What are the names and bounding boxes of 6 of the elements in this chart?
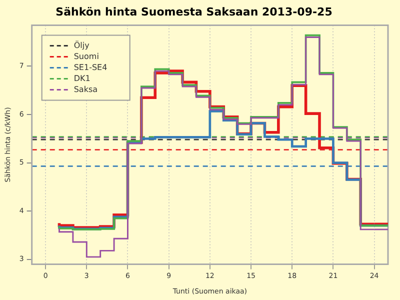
legend-label: SE1-SE4 [74,62,108,72]
legend-label: Suomi [74,52,99,61]
legend-label: DK1 [74,74,90,83]
legend-label: Öljy [74,40,90,50]
chart-title: Sähkön hinta Suomesta Saksaan 2013-09-25 [56,5,332,18]
legend-label: Saksa [74,84,98,94]
